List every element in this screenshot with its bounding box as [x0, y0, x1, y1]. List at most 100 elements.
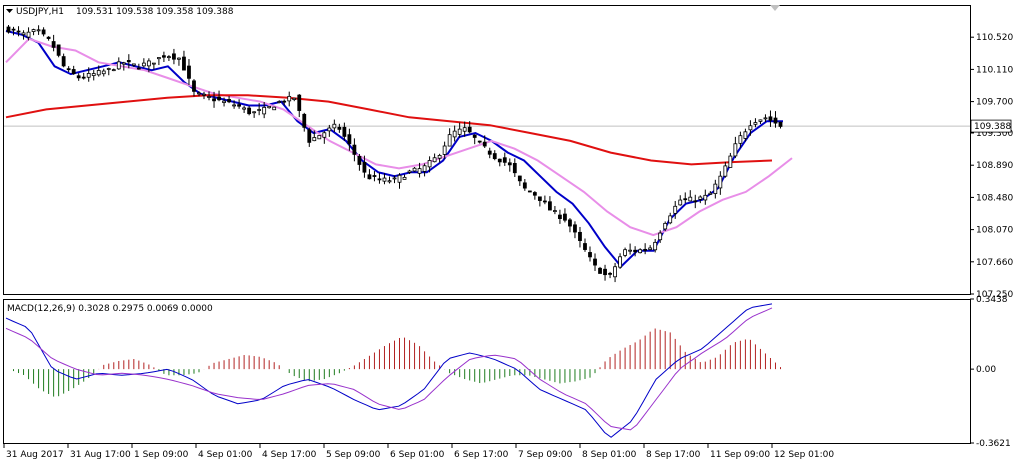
candle [342, 122, 347, 141]
time-tick-label: 6 Sep 01:00 [390, 450, 445, 460]
candle [532, 191, 537, 200]
candle [713, 179, 718, 199]
candle [51, 34, 56, 52]
candle [542, 195, 547, 205]
candle [517, 175, 522, 186]
candle [447, 128, 452, 147]
candle [307, 127, 312, 147]
macd-panel[interactable] [3, 299, 971, 444]
candle [292, 97, 297, 102]
candle [658, 230, 663, 243]
candle [427, 156, 432, 173]
candle [46, 36, 51, 41]
candle [242, 105, 247, 113]
candle [267, 105, 272, 109]
candle [277, 100, 282, 104]
price-tick-label: 109.700 [976, 98, 1013, 108]
candle [162, 51, 166, 63]
candle [753, 118, 758, 128]
candle [437, 153, 442, 163]
candle [643, 243, 648, 255]
candle [317, 135, 322, 140]
macd-tick-label: -0.3621 [976, 439, 1011, 449]
candle [773, 111, 778, 128]
candle [568, 218, 572, 233]
candle [748, 120, 753, 136]
candle [41, 27, 46, 37]
candle [26, 27, 31, 41]
candle [452, 125, 457, 142]
candle [693, 194, 698, 209]
candle [683, 192, 688, 204]
candle [86, 67, 91, 82]
symbol-title: USDJPY,H1 [16, 7, 64, 17]
candle [472, 134, 477, 145]
candle [247, 106, 252, 116]
candle [182, 50, 186, 71]
candle [302, 112, 307, 132]
candle [387, 176, 392, 184]
candle [648, 245, 653, 251]
candle [477, 140, 482, 144]
candle [232, 100, 236, 109]
candle [367, 169, 372, 180]
macd-tick-label: 0.3438 [976, 295, 1008, 305]
svg-text:109.388: 109.388 [974, 122, 1011, 132]
candle [442, 141, 447, 159]
candle [101, 68, 106, 77]
candle [172, 48, 176, 65]
candle [537, 196, 542, 207]
candle [608, 271, 612, 279]
candle [156, 57, 161, 66]
candle [111, 68, 116, 72]
time-tick-label: 8 Sep 17:00 [646, 450, 701, 460]
candle [653, 238, 658, 253]
candle [758, 119, 763, 125]
candle [121, 61, 126, 71]
candle [522, 179, 527, 191]
candle [227, 96, 231, 104]
candle [136, 63, 141, 70]
candle [327, 124, 332, 137]
candle [623, 247, 627, 258]
candle [151, 62, 156, 70]
candle [678, 195, 683, 206]
candle [778, 121, 783, 129]
candle [723, 161, 728, 178]
candle [733, 136, 738, 159]
candle [708, 191, 713, 195]
candle [738, 131, 743, 148]
candle [638, 248, 643, 254]
candle [397, 173, 402, 189]
candle [337, 123, 342, 133]
price-tick-label: 110.110 [976, 65, 1013, 75]
candle [187, 59, 191, 86]
candle [502, 152, 507, 166]
candle [106, 67, 111, 76]
candle [578, 226, 582, 248]
symbol-dropdown-icon[interactable] [6, 9, 13, 13]
candle [312, 130, 317, 142]
time-tick-label: 11 Sep 09:00 [710, 450, 770, 460]
candle [763, 114, 768, 122]
candle [287, 91, 292, 107]
time-tick-label: 4 Sep 01:00 [198, 450, 253, 460]
candle [673, 200, 678, 219]
candle [728, 152, 733, 168]
time-tick-label: 4 Sep 17:00 [262, 450, 317, 460]
candle [56, 44, 61, 58]
ma-slow-line [5, 94, 773, 166]
candle [16, 26, 21, 37]
candle [212, 91, 216, 108]
candle [207, 91, 211, 101]
candle [628, 243, 633, 255]
candle [492, 150, 497, 161]
candle [573, 221, 577, 239]
chart-shift-marker[interactable] [770, 5, 780, 11]
time-tick-label: 6 Sep 17:00 [454, 450, 509, 460]
candle [146, 58, 151, 73]
price-tick-label: 108.480 [976, 193, 1013, 203]
price-panel[interactable] [3, 5, 971, 295]
candle [116, 57, 121, 70]
